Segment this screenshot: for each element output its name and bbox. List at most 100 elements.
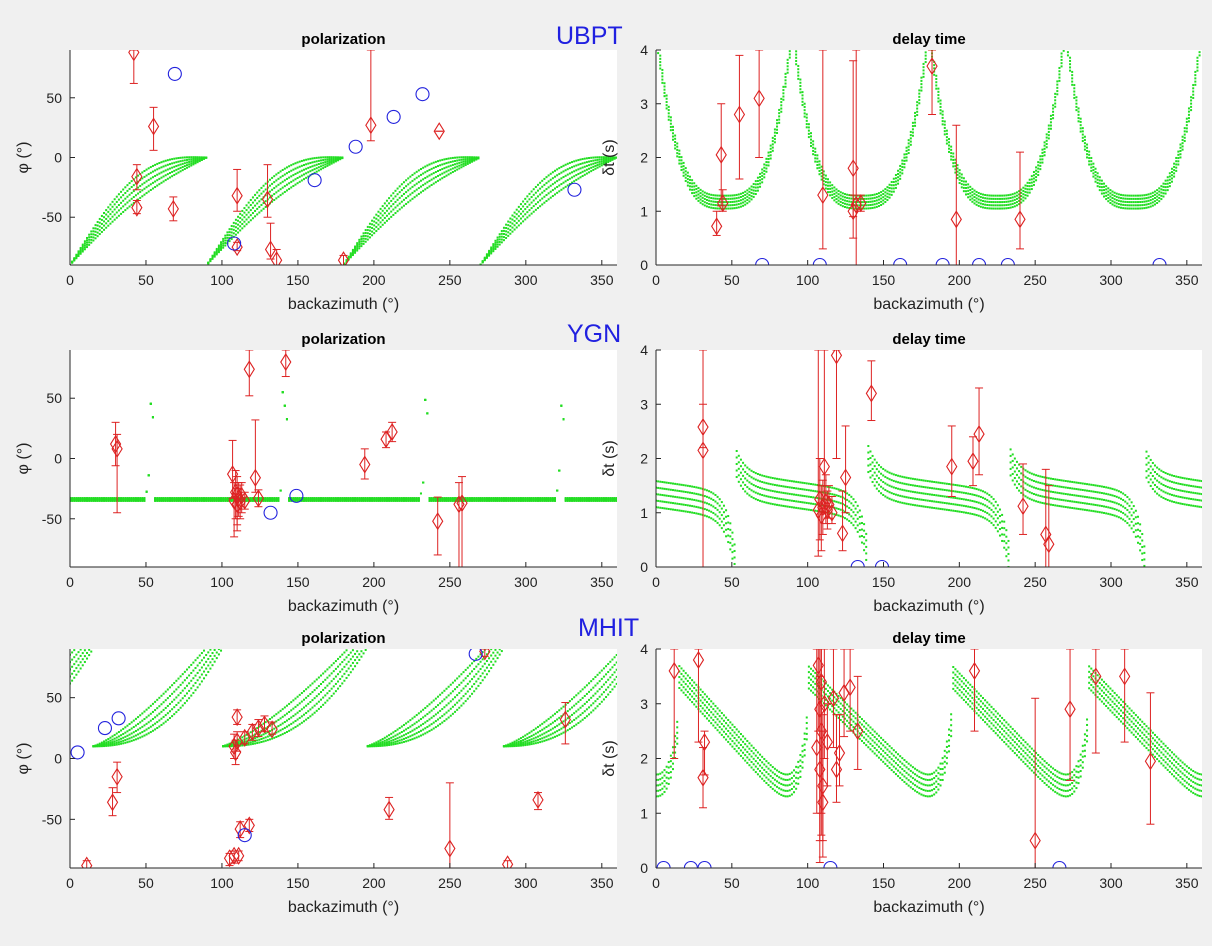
model-point (430, 167, 433, 170)
model-point (837, 189, 840, 192)
model-point (759, 185, 762, 188)
model-point (192, 159, 195, 162)
model-point (151, 187, 154, 190)
model-point (771, 490, 774, 493)
model-point (718, 517, 721, 520)
model-point (1062, 505, 1065, 508)
model-point (1100, 505, 1103, 508)
model-point (551, 189, 554, 192)
model-point (298, 165, 301, 168)
model-point (266, 497, 269, 500)
model-point (528, 203, 531, 206)
model-point (962, 504, 965, 507)
model-point (948, 502, 951, 505)
model-point (831, 193, 834, 196)
model-point (390, 205, 393, 208)
model-point (1175, 169, 1178, 172)
chart-title: polarization (301, 331, 385, 348)
model-point (1018, 193, 1021, 196)
model-point (100, 226, 103, 229)
model-point (950, 148, 953, 151)
measurements (109, 350, 468, 567)
model-point (143, 187, 146, 190)
model-point (1003, 546, 1006, 549)
model-point (937, 87, 940, 90)
model-point (761, 174, 764, 177)
model-point (678, 159, 681, 162)
model-point (1160, 482, 1163, 485)
model-point (1109, 192, 1112, 195)
model-point (1183, 496, 1186, 499)
model-point (464, 162, 467, 165)
model-point (283, 404, 286, 407)
model-point (1060, 58, 1063, 61)
model-point (275, 191, 278, 194)
model-point (217, 249, 220, 252)
model-point (1077, 117, 1080, 120)
model-point (1100, 182, 1103, 185)
model-point (545, 188, 548, 191)
model-point (258, 211, 261, 214)
model-point (392, 208, 395, 211)
model-point (317, 163, 320, 166)
model-point (765, 164, 768, 167)
model-point (513, 224, 516, 227)
model-point (196, 158, 199, 161)
model-point (507, 231, 510, 234)
x-tick-label: 150 (286, 574, 310, 590)
model-point (1007, 565, 1010, 567)
model-point (458, 156, 461, 159)
model-point (583, 165, 586, 168)
model-point (460, 163, 463, 166)
model-point (1088, 163, 1091, 166)
model-point (254, 209, 257, 212)
model-point (313, 171, 316, 174)
model-point (330, 162, 333, 165)
model-point (1124, 204, 1127, 207)
model-point (822, 180, 825, 183)
model-point (780, 104, 783, 107)
model-point (848, 203, 851, 206)
model-point (1145, 463, 1148, 466)
model-point (954, 510, 957, 513)
model-point (434, 165, 437, 168)
model-point (451, 163, 454, 166)
model-point (1018, 196, 1021, 199)
model-point (786, 505, 789, 508)
model-point (1005, 555, 1008, 558)
model-point (669, 501, 672, 504)
model-point (1190, 99, 1193, 102)
model-point (422, 189, 425, 192)
model-point (750, 191, 753, 194)
model-point (1028, 185, 1031, 188)
model-point (1037, 174, 1040, 177)
model-point (967, 183, 970, 186)
model-point (1164, 182, 1167, 185)
model-point (971, 200, 974, 203)
model-point (1179, 496, 1182, 499)
model-point (1136, 207, 1139, 210)
model-point (773, 138, 776, 141)
model-point (722, 197, 725, 200)
model-point (807, 123, 810, 126)
model-point (856, 511, 859, 514)
model-point (213, 251, 216, 254)
model-point (613, 497, 616, 500)
model-point (965, 498, 968, 501)
model-point (300, 179, 303, 182)
model-point (962, 511, 965, 514)
model-point (888, 183, 891, 186)
model-point (863, 542, 866, 545)
model-point (228, 240, 231, 243)
model-point (712, 518, 715, 521)
model-point (954, 497, 957, 500)
model-point (1153, 490, 1156, 493)
model-point (585, 497, 588, 500)
model-point (708, 206, 711, 209)
model-point (807, 129, 810, 132)
model-point (234, 222, 237, 225)
model-point (780, 491, 783, 494)
model-point (1069, 500, 1072, 503)
model-point (1134, 207, 1137, 210)
model-curves (656, 445, 1202, 567)
